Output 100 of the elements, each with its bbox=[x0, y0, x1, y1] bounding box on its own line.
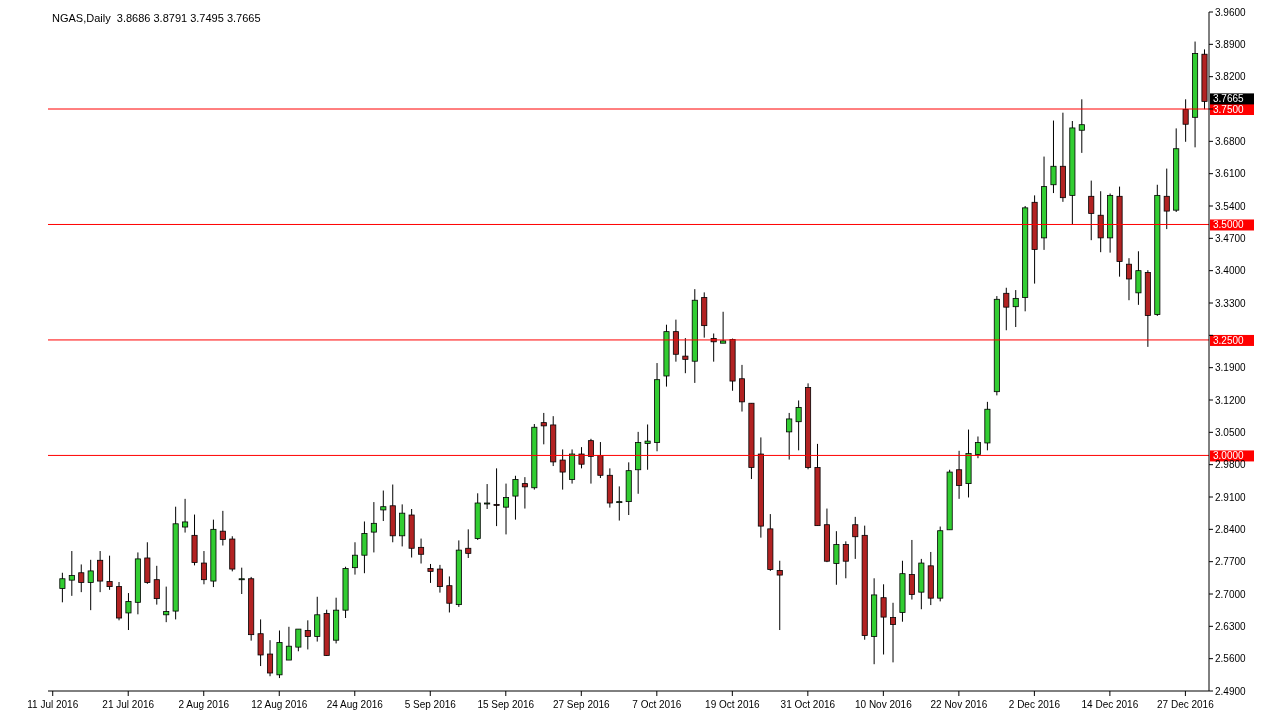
candlestick bbox=[1182, 98, 1189, 143]
y-tick-label: 3.1900 bbox=[1215, 362, 1247, 374]
y-tick-label: 3.8900 bbox=[1215, 38, 1247, 50]
y-tick-label: 3.6100 bbox=[1215, 168, 1247, 180]
x-tick-label: 10 Nov 2016 bbox=[854, 699, 913, 710]
candlestick bbox=[1097, 190, 1104, 253]
x-tick-label: 24 Aug 2016 bbox=[326, 699, 384, 710]
y-tick-label: 3.8200 bbox=[1215, 71, 1247, 83]
x-tick-label: 14 Dec 2016 bbox=[1081, 699, 1139, 710]
candlestick bbox=[776, 560, 783, 631]
candlestick bbox=[219, 510, 226, 546]
candlestick bbox=[795, 399, 802, 451]
y-tick-label: 2.6300 bbox=[1215, 620, 1247, 632]
candlestick bbox=[163, 586, 170, 623]
x-tick-label: 2 Dec 2016 bbox=[1008, 699, 1061, 710]
candlestick bbox=[427, 563, 434, 584]
candlestick bbox=[1050, 120, 1057, 194]
y-tick-label: 3.1200 bbox=[1215, 394, 1247, 406]
y-tick-label: 3.0500 bbox=[1215, 426, 1247, 438]
y-tick-label: 3.4000 bbox=[1215, 265, 1247, 277]
candlestick bbox=[1003, 287, 1010, 331]
candlestick bbox=[1163, 168, 1170, 230]
candlestick bbox=[852, 516, 859, 560]
candlestick bbox=[436, 564, 443, 594]
y-tick-label: 3.6800 bbox=[1215, 135, 1247, 147]
candlestick bbox=[106, 555, 113, 591]
candlestick bbox=[672, 319, 679, 363]
candlestick bbox=[1088, 180, 1095, 241]
candlestick bbox=[1135, 250, 1142, 306]
candlestick bbox=[842, 540, 849, 579]
candlestick bbox=[304, 619, 311, 650]
x-tick-label: 11 Jul 2016 bbox=[27, 699, 79, 710]
candlestick bbox=[257, 618, 264, 667]
y-tick-label: 3.4700 bbox=[1215, 232, 1247, 244]
candlestick bbox=[644, 423, 651, 471]
y-tick-label: 3.3300 bbox=[1215, 297, 1247, 309]
candlestick bbox=[125, 592, 132, 631]
candlestick bbox=[738, 364, 745, 413]
ref-line-label: 3.5000 bbox=[1213, 219, 1245, 231]
candlestick bbox=[370, 501, 377, 553]
x-tick-label: 27 Dec 2016 bbox=[1157, 699, 1215, 710]
candlestick bbox=[956, 450, 963, 500]
chart-title: NGAS,Daily 3.8686 3.8791 3.7495 3.7665 bbox=[52, 12, 261, 24]
x-tick-label: 5 Sep 2016 bbox=[404, 699, 457, 710]
candlestick bbox=[200, 550, 207, 585]
candlestick bbox=[587, 438, 594, 485]
candlestick bbox=[1012, 289, 1019, 328]
candlestick bbox=[465, 528, 472, 559]
y-tick-label: 2.4900 bbox=[1215, 685, 1247, 697]
x-tick-label: 12 Aug 2016 bbox=[251, 699, 308, 710]
candlestick bbox=[503, 483, 510, 535]
candlestick bbox=[182, 498, 189, 534]
candlestick bbox=[446, 575, 453, 613]
x-tick-label: 2 Aug 2016 bbox=[178, 699, 230, 710]
candlestick bbox=[616, 485, 623, 522]
x-tick-label: 19 Oct 2016 bbox=[705, 699, 761, 710]
ref-line-label: 3.2500 bbox=[1213, 334, 1245, 346]
y-tick-label: 2.9800 bbox=[1215, 459, 1247, 471]
candlestick bbox=[380, 490, 387, 522]
candlestick bbox=[314, 596, 321, 643]
candlestick bbox=[786, 412, 793, 461]
x-tick-label: 15 Sep 2016 bbox=[477, 699, 535, 710]
candlestick bbox=[418, 538, 425, 565]
x-tick-label: 21 Jul 2016 bbox=[102, 699, 155, 710]
candlestick bbox=[833, 530, 840, 586]
y-tick-label: 2.5600 bbox=[1215, 653, 1247, 665]
candlestick bbox=[880, 583, 887, 656]
candlestick bbox=[267, 639, 274, 677]
candlestick bbox=[351, 541, 358, 576]
candlestick bbox=[890, 602, 897, 663]
candlestick bbox=[87, 559, 94, 611]
candlestick bbox=[1125, 257, 1132, 301]
candlestick bbox=[285, 626, 292, 661]
candlestick bbox=[559, 448, 566, 491]
candlestick bbox=[78, 563, 85, 593]
candlestick bbox=[720, 311, 727, 344]
candlestick bbox=[521, 476, 528, 510]
y-tick-label: 2.7000 bbox=[1215, 588, 1247, 600]
candlestick bbox=[597, 441, 604, 479]
candlestick bbox=[361, 520, 368, 574]
candlestick bbox=[484, 483, 491, 510]
ref-line-label: 3.7500 bbox=[1213, 104, 1245, 115]
y-tick-label: 3.9600 bbox=[1215, 6, 1247, 18]
candlestick bbox=[68, 550, 75, 597]
candlestick bbox=[974, 435, 981, 459]
candlestick bbox=[399, 503, 406, 547]
candlestick bbox=[682, 337, 689, 374]
candlestick bbox=[512, 475, 519, 521]
x-tick-label: 22 Nov 2016 bbox=[930, 699, 988, 710]
text: 3.7665 bbox=[1213, 93, 1245, 105]
candlestick bbox=[540, 412, 547, 445]
candlestick bbox=[153, 565, 160, 606]
y-tick-label: 2.9100 bbox=[1215, 491, 1247, 503]
candlestick bbox=[295, 628, 302, 652]
y-tick-label: 2.7700 bbox=[1215, 556, 1247, 568]
x-tick-label: 7 Oct 2016 bbox=[632, 699, 682, 710]
ref-line-label: 3.0000 bbox=[1213, 450, 1245, 462]
x-tick-label: 31 Oct 2016 bbox=[780, 699, 836, 710]
x-tick-label: 27 Sep 2016 bbox=[552, 699, 611, 710]
candlestick bbox=[493, 467, 500, 527]
